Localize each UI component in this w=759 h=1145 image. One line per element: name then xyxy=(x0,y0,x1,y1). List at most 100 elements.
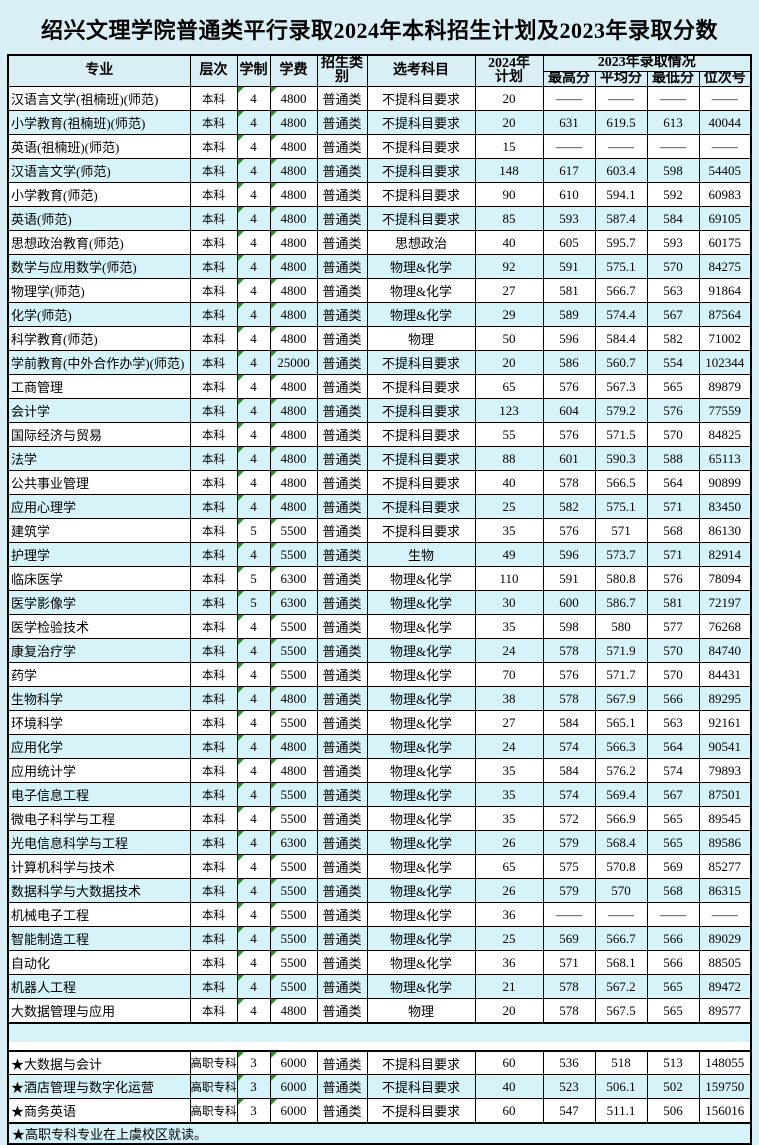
cell-level: 本科 xyxy=(189,518,238,544)
cell-avg2023: 603.4 xyxy=(594,158,648,184)
cell-avg2023: 566.5 xyxy=(594,470,648,496)
cell-rank2023: 60983 xyxy=(698,182,752,208)
spreadsheet-flag-triangle-icon xyxy=(271,807,277,814)
cell-min2023: —— xyxy=(646,902,700,928)
spreadsheet-flag-triangle-icon xyxy=(271,231,277,238)
cell-plan2024: 26 xyxy=(474,878,544,904)
cell-max2023: —— xyxy=(542,134,596,160)
spreadsheet-flag-triangle-icon xyxy=(271,255,277,262)
cell-avg2023: 569.4 xyxy=(594,782,648,808)
spreadsheet-flag-triangle-icon xyxy=(271,375,277,382)
cell-max2023: 571 xyxy=(542,950,596,976)
cell-major: 建筑学 xyxy=(7,518,191,544)
spreadsheet-flag-triangle-icon xyxy=(238,255,244,262)
cell-plan2024: 35 xyxy=(474,782,544,808)
cell-tuition: 4800 xyxy=(269,158,318,184)
cell-tuition: 4800 xyxy=(269,734,318,760)
cell-rank2023: —— xyxy=(698,134,752,160)
cell-level: 本科 xyxy=(189,542,238,568)
cell-min2023: —— xyxy=(646,134,700,160)
cell-min2023: 598 xyxy=(646,158,700,184)
cell-plan2024: 70 xyxy=(474,662,544,688)
cell-rank2023: —— xyxy=(698,902,752,928)
cell-category: 普通类 xyxy=(316,494,368,520)
cell-major: 工商管理 xyxy=(7,374,191,400)
table-row: 工商管理 本科 4 4800 普通类 不提科目要求 65 576 567.3 565 89879 xyxy=(7,374,752,400)
cell-category: 普通类 xyxy=(316,446,368,472)
cell-duration: 4 xyxy=(236,182,271,208)
cell-max2023: 576 xyxy=(542,662,596,688)
cell-duration: 4 xyxy=(236,614,271,640)
cell-min2023: 592 xyxy=(646,182,700,208)
cell-duration: 4 xyxy=(236,278,271,304)
cell-min2023: 588 xyxy=(646,446,700,472)
cell-level: 本科 xyxy=(189,566,238,592)
cell-rank2023: 40044 xyxy=(698,110,752,136)
cell-rank2023: 77559 xyxy=(698,398,752,424)
spreadsheet-flag-triangle-icon xyxy=(271,543,277,550)
cell-major: 英语(师范) xyxy=(7,206,191,232)
cell-min2023: 577 xyxy=(646,614,700,640)
spreadsheet-flag-triangle-icon xyxy=(238,231,244,238)
cell-plan2024: 27 xyxy=(474,710,544,736)
cell-max2023: 591 xyxy=(542,566,596,592)
header-min-score: 最低分 xyxy=(646,70,700,88)
cell-avg2023: 560.7 xyxy=(594,350,648,376)
table-row: 国际经济与贸易 本科 4 4800 普通类 不提科目要求 55 576 571.5 570 8482… xyxy=(7,422,752,448)
table-row: 康复治疗学 本科 4 5500 普通类 物理&化学 24 578 571.9 570 84740 xyxy=(7,638,752,664)
cell-major: 汉语言文学(祖楠班)(师范) xyxy=(7,86,191,112)
cell-major: 微电子科学与工程 xyxy=(7,806,191,832)
cell-tuition: 5500 xyxy=(269,614,318,640)
cell-avg2023: —— xyxy=(594,134,648,160)
cell-duration: 4 xyxy=(236,782,271,808)
spreadsheet-flag-triangle-icon xyxy=(271,1075,277,1082)
section-separator-cell xyxy=(7,1021,752,1052)
cell-duration: 4 xyxy=(236,710,271,736)
cell-tuition: 4800 xyxy=(269,302,318,328)
cell-max2023: 589 xyxy=(542,302,596,328)
cell-major: 数据科学与大数据技术 xyxy=(7,878,191,904)
cell-rank2023: 148055 xyxy=(698,1050,752,1076)
cell-duration: 4 xyxy=(236,254,271,280)
cell-category: 普通类 xyxy=(316,566,368,592)
spreadsheet-flag-triangle-icon xyxy=(238,183,244,190)
cell-max2023: 578 xyxy=(542,974,596,1000)
cell-tuition: 6300 xyxy=(269,590,318,616)
table-row: 科学教育(师范) 本科 4 4800 普通类 物理 50 596 584.4 582 71002 xyxy=(7,326,752,352)
cell-tuition: 5500 xyxy=(269,854,318,880)
cell-subjects: 生物 xyxy=(366,542,476,568)
cell-category: 普通类 xyxy=(316,638,368,664)
cell-duration: 3 xyxy=(236,1074,271,1100)
cell-max2023: 610 xyxy=(542,182,596,208)
spreadsheet-flag-triangle-icon xyxy=(238,111,244,118)
cell-category: 普通类 xyxy=(316,206,368,232)
cell-category: 普通类 xyxy=(316,422,368,448)
cell-subjects: 物理&化学 xyxy=(366,662,476,688)
cell-subjects: 不提科目要求 xyxy=(366,446,476,472)
cell-plan2024: 40 xyxy=(474,1074,544,1100)
cell-level: 本科 xyxy=(189,662,238,688)
cell-category: 普通类 xyxy=(316,974,368,1000)
cell-plan2024: 20 xyxy=(474,110,544,136)
spreadsheet-flag-triangle-icon xyxy=(271,399,277,406)
cell-category: 普通类 xyxy=(316,854,368,880)
table-header: 专业 层次 学制 学费 招生类别 选考科目 2024年 计划 2023年录取情况… xyxy=(7,54,752,88)
cell-category: 普通类 xyxy=(316,1050,368,1076)
cell-tuition: 4800 xyxy=(269,86,318,112)
cell-min2023: 613 xyxy=(646,110,700,136)
cell-rank2023: 72197 xyxy=(698,590,752,616)
table-row: 英语(祖楠班)(师范) 本科 4 4800 普通类 不提科目要求 15 —— —— —— —— xyxy=(7,134,752,160)
cell-category: 普通类 xyxy=(316,662,368,688)
cell-plan2024: 60 xyxy=(474,1050,544,1076)
table-row: 光电信息科学与工程 本科 4 6300 普通类 物理&化学 26 579 568.4 565 895… xyxy=(7,830,752,856)
cell-duration: 3 xyxy=(236,1050,271,1076)
table-row: 机械电子工程 本科 4 5500 普通类 物理&化学 36 —— —— —— —— xyxy=(7,902,752,928)
header-category: 招生类别 xyxy=(316,54,368,88)
cell-category: 普通类 xyxy=(316,878,368,904)
cell-tuition: 5500 xyxy=(269,542,318,568)
table-row: 护理学 本科 4 5500 普通类 生物 49 596 573.7 571 82914 xyxy=(7,542,752,568)
cell-min2023: 566 xyxy=(646,926,700,952)
cell-category: 普通类 xyxy=(316,278,368,304)
spreadsheet-flag-triangle-icon xyxy=(271,303,277,310)
cell-rank2023: 71002 xyxy=(698,326,752,352)
